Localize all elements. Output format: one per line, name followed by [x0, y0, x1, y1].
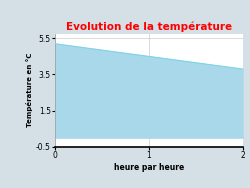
Title: Evolution de la température: Evolution de la température [66, 21, 232, 32]
X-axis label: heure par heure: heure par heure [114, 163, 184, 172]
Y-axis label: Température en °C: Température en °C [26, 53, 33, 127]
